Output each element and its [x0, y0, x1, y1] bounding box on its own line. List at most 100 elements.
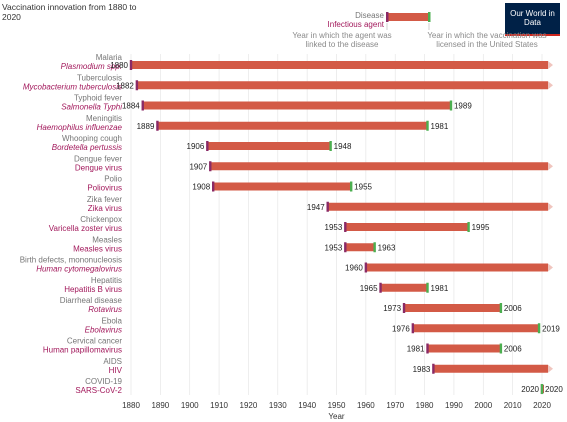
- disease-label: Measles: [92, 235, 122, 244]
- linked-marker: [379, 282, 382, 293]
- linked-year-label: 1906: [187, 142, 205, 151]
- agent-label: Plasmodium spp.: [61, 62, 122, 71]
- linked-marker: [141, 100, 144, 111]
- x-tick-label: 1940: [298, 401, 316, 410]
- licensed-marker: [467, 222, 470, 232]
- disease-label: Dengue fever: [74, 154, 122, 163]
- linked-year-label: 1889: [137, 122, 155, 131]
- licensed-marker: [426, 282, 429, 293]
- timeline-bar: [131, 61, 548, 69]
- ongoing-fade: [548, 162, 553, 171]
- licensed-year-label: 2020: [545, 385, 563, 394]
- disease-label: Malaria: [96, 53, 123, 62]
- x-tick-label: 1900: [181, 401, 199, 410]
- x-tick-label: 1970: [386, 401, 404, 410]
- licensed-marker: [426, 120, 429, 131]
- ongoing-fade: [548, 81, 553, 90]
- x-tick-label: 1920: [240, 401, 258, 410]
- x-tick-label: 1980: [416, 401, 434, 410]
- linked-year-label: 1907: [189, 162, 207, 171]
- timeline-bar: [327, 202, 548, 211]
- linked-marker: [364, 262, 368, 273]
- timeline-bar: [380, 283, 428, 292]
- licensed-year-label: 1995: [472, 223, 490, 232]
- ongoing-fade: [548, 61, 553, 69]
- timeline-bar: [207, 142, 331, 150]
- ongoing-fade: [548, 202, 553, 211]
- licensed-marker: [449, 100, 453, 111]
- disease-label: Ebola: [102, 316, 123, 325]
- agent-label: Rotavirus: [88, 305, 122, 314]
- disease-label: COVID-19: [85, 377, 122, 386]
- x-tick-label: 1960: [357, 401, 375, 410]
- licensed-marker: [349, 181, 353, 192]
- legend-sample-fill: [387, 13, 429, 21]
- legend-agent-label: Infectious agent: [327, 20, 384, 29]
- linked-year-label: 1983: [413, 365, 431, 374]
- linked-year-label: 1976: [392, 324, 410, 333]
- disease-label: Cervical cancer: [67, 337, 122, 346]
- linked-year-label: 2020: [521, 385, 539, 394]
- x-tick-label: 1880: [122, 401, 140, 410]
- legend-disease-label: Disease: [355, 11, 384, 20]
- linked-marker: [129, 60, 133, 70]
- legend-licensed-note: Year in which the vaccination was licens…: [427, 31, 547, 49]
- x-axis: 1880 1890 1900 1910 1920 1930 1940 1950 1960 1970…: [122, 401, 551, 421]
- x-axis-label: Year: [328, 412, 345, 421]
- owid-logo[interactable]: Our World in Data: [505, 3, 560, 36]
- disease-label: Whooping cough: [62, 134, 122, 143]
- licensed-year-label: 1963: [378, 243, 396, 252]
- agent-label: Human papillomavirus: [43, 346, 122, 355]
- linked-marker: [426, 343, 429, 354]
- licensed-year-label: 1981: [431, 284, 449, 293]
- licensed-marker: [329, 141, 332, 151]
- linked-marker: [344, 242, 347, 253]
- linked-year-label: 1884: [122, 102, 140, 111]
- x-tick-label: 1910: [210, 401, 228, 410]
- legend-linked-marker: [386, 12, 389, 22]
- x-tick-label: 2000: [474, 401, 492, 410]
- licensed-marker: [499, 343, 503, 354]
- x-tick-label: 2020: [533, 401, 551, 410]
- disease-label: Hepatitis: [91, 276, 122, 285]
- linked-marker: [432, 363, 435, 374]
- disease-label: Chickenpox: [80, 215, 122, 224]
- timeline-bar: [142, 101, 451, 110]
- x-tick-label: 2010: [504, 401, 522, 410]
- agent-label: Mycobacterium tuberculosis: [23, 82, 122, 91]
- disease-label: Polio: [104, 175, 122, 184]
- legend-licensed-marker: [428, 12, 431, 22]
- timeline-bar: [365, 263, 548, 272]
- grid-lines: [130, 54, 543, 395]
- disease-label: AIDS: [103, 357, 122, 366]
- agent-label: Dengue virus: [75, 163, 122, 172]
- linked-year-label: 1965: [360, 284, 378, 293]
- licensed-year-label: 1981: [431, 122, 449, 131]
- linked-marker: [135, 80, 139, 91]
- linked-marker: [411, 323, 415, 334]
- licensed-year-label: 2019: [542, 324, 560, 333]
- linked-year-label: 1981: [407, 345, 425, 354]
- timeline-bar: [345, 223, 469, 231]
- linked-year-label: 1973: [383, 304, 401, 313]
- licensed-year-label: 1989: [454, 102, 472, 111]
- linked-marker: [344, 222, 347, 232]
- agent-label: HIV: [109, 366, 123, 375]
- disease-label: Meningitis: [86, 114, 122, 123]
- x-tick-label: 1890: [151, 401, 169, 410]
- disease-label: Typhoid fever: [74, 94, 122, 103]
- timeline-bar: [404, 304, 501, 312]
- linked-marker: [206, 141, 209, 151]
- agent-label: Haemophilus influenzae: [37, 123, 123, 132]
- timeline-bar: [210, 162, 548, 171]
- linked-marker: [156, 120, 159, 131]
